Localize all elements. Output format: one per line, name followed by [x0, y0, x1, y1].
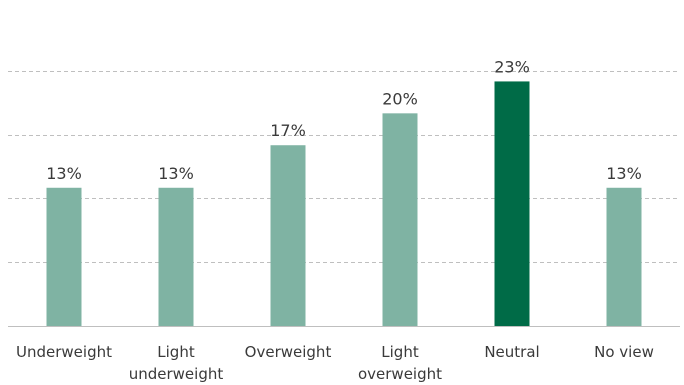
- x-tick-label-6: No view: [594, 343, 654, 361]
- bar-3: [270, 145, 306, 326]
- x-tick-label-2: Light underweight: [129, 343, 224, 383]
- data-label-6: 13%: [606, 164, 642, 183]
- bar-6: [606, 187, 642, 326]
- x-tick-label-1: Underweight: [16, 343, 112, 361]
- data-label-2: 13%: [158, 164, 194, 183]
- gridlines: [8, 71, 680, 263]
- x-tick-label-4: Light overweight: [358, 343, 442, 383]
- data-label-4: 20%: [382, 89, 418, 108]
- bar-4: [382, 113, 418, 326]
- x-tick-labels: Underweight Light underweight Overweight Lig…: [16, 343, 654, 383]
- bar-2: [158, 187, 194, 326]
- data-labels: 13% 13% 17% 20% 23% 13%: [46, 57, 642, 182]
- bar-1: [46, 187, 82, 326]
- bar-5: [494, 81, 530, 326]
- bars: [46, 81, 642, 326]
- data-label-1: 13%: [46, 164, 82, 183]
- data-label-5: 23%: [494, 57, 530, 76]
- data-label-3: 17%: [270, 121, 306, 140]
- x-tick-label-5: Neutral: [484, 343, 539, 361]
- x-tick-label-3: Overweight: [245, 343, 332, 361]
